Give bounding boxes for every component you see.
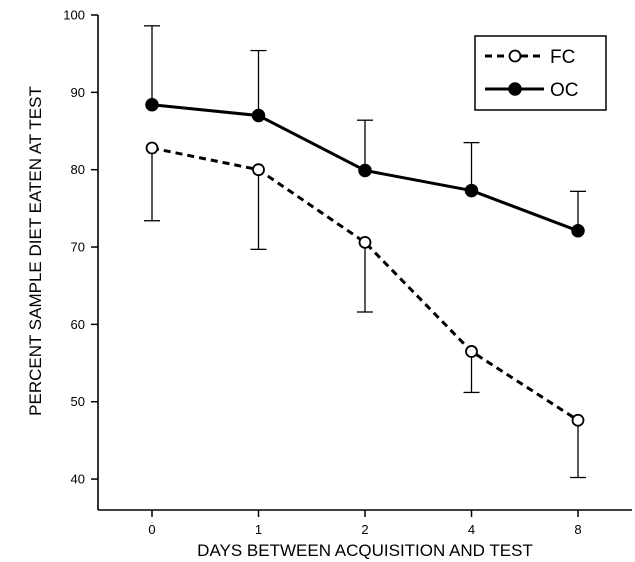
x-tick-label: 1	[255, 522, 262, 537]
series-markers	[145, 97, 585, 427]
legend-marker-fc	[508, 49, 522, 63]
y-tick-label: 90	[71, 85, 85, 100]
data-point-fc	[465, 345, 478, 358]
data-point-oc	[145, 97, 159, 112]
y-tick-label: 80	[71, 162, 85, 177]
y-ticks: 40 50 60 70 80 90 100	[63, 8, 98, 487]
y-tick-label: 40	[71, 472, 85, 487]
x-tick-label: 4	[468, 522, 475, 537]
data-point-oc	[571, 224, 585, 238]
x-axis-title: DAYS BETWEEN ACQUISITION AND TEST	[197, 541, 533, 560]
data-point-fc	[571, 413, 585, 427]
x-ticks: 0 1 2 4 8	[148, 510, 582, 537]
y-tick-label: 70	[71, 240, 85, 255]
legend-marker-oc	[508, 82, 522, 96]
legend: FC OC	[474, 35, 607, 111]
y-axis-title: PERCENT SAMPLE DIET EATEN AT TEST	[26, 86, 45, 416]
x-tick-label: 8	[574, 522, 581, 537]
data-point-fc	[145, 141, 159, 155]
data-point-fc	[252, 163, 265, 177]
series-line-fc	[151, 146, 579, 422]
legend-label-oc: OC	[550, 80, 579, 101]
error-bars	[144, 25, 586, 479]
x-tick-label: 2	[361, 522, 368, 537]
y-tick-label: 50	[71, 394, 85, 409]
y-tick-label: 60	[71, 317, 85, 332]
data-point-oc	[358, 163, 372, 178]
legend-box	[474, 35, 607, 111]
y-tick-label: 100	[63, 8, 85, 23]
legend-label-fc: FC	[550, 47, 575, 68]
data-point-fc	[358, 235, 372, 249]
x-tick-label: 0	[148, 522, 155, 537]
data-point-oc	[464, 183, 479, 198]
data-point-oc	[251, 108, 266, 123]
